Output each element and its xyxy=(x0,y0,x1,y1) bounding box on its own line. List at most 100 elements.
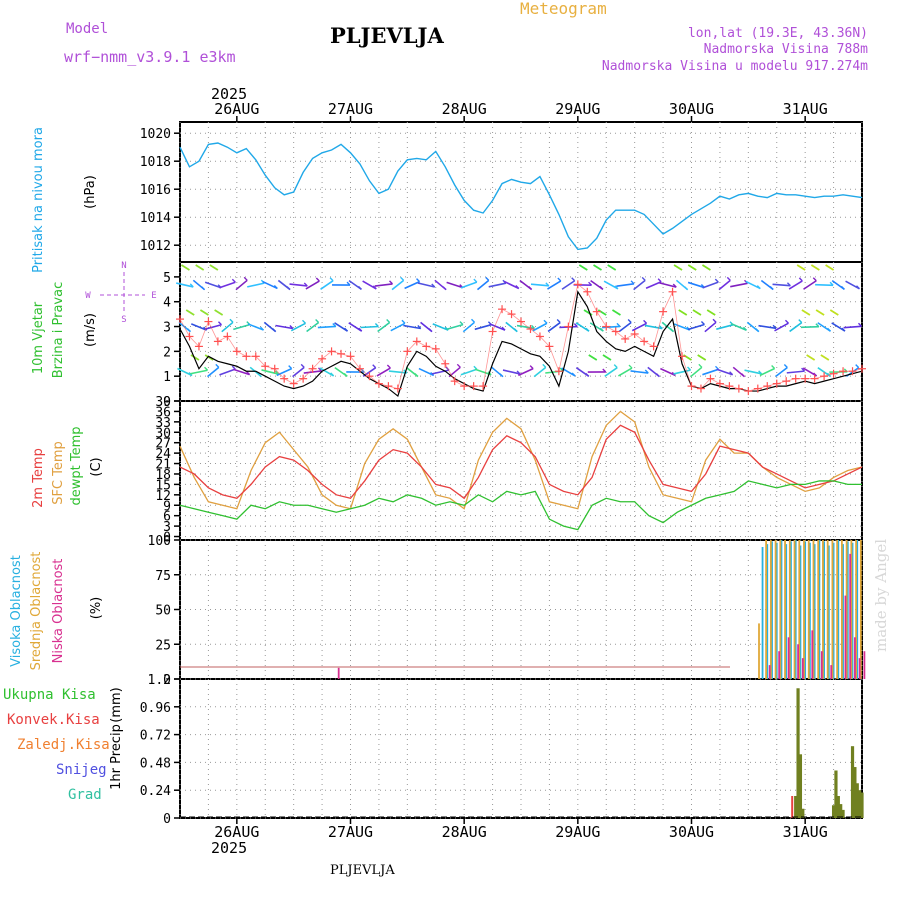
wind-arrow-head xyxy=(786,282,791,287)
cloud-ylabel-1: Visoka Oblacnost xyxy=(9,555,24,667)
wind-arrow xyxy=(374,283,393,287)
y-tick-label: 1014 xyxy=(140,211,171,226)
wind-arrow-head xyxy=(389,280,394,285)
y-tick-label: 15 xyxy=(155,478,171,493)
wind-arrow-head xyxy=(658,325,663,330)
wind-arrow-head xyxy=(714,365,719,370)
y-tick-label: 33 xyxy=(155,416,171,431)
x-tick-label-top: 28AUG xyxy=(442,100,487,118)
convective-precip-bar xyxy=(791,795,794,818)
compass-west: W xyxy=(85,291,91,301)
cloud-ylabel-3: Niska Oblacnost xyxy=(51,559,66,664)
wind-arrow-head xyxy=(317,367,322,372)
wind-arrow xyxy=(474,368,492,376)
legend-total-rain: Ukupna Kisa xyxy=(3,687,96,703)
gust-line xyxy=(179,283,863,392)
wind-arrow-strong xyxy=(190,354,200,361)
wind-arrow-head xyxy=(543,319,548,324)
wind-arrow-head xyxy=(501,326,506,331)
precip-bar xyxy=(831,805,836,818)
wind-arrow-head xyxy=(700,321,705,326)
wind-arrow xyxy=(320,280,334,290)
wind-arrow xyxy=(446,323,464,331)
wind-arrow-head xyxy=(428,328,433,333)
wind-arrow xyxy=(633,279,646,291)
axis-layer: 1012101410161018102001234503691215182124… xyxy=(140,100,828,841)
wind-arrow-head xyxy=(215,363,220,368)
y-tick-label: 1 xyxy=(163,370,171,385)
wind-arrow-head xyxy=(456,363,461,368)
wind-arrow xyxy=(645,280,662,290)
elevation-info: Nadmorska Visina 788m xyxy=(704,42,869,57)
wind-arrow xyxy=(418,367,434,377)
wind-arrow-strong xyxy=(806,354,816,361)
compass-south: S xyxy=(121,315,126,325)
y-tick-label: 0 xyxy=(163,531,171,546)
mark-layer xyxy=(176,142,866,818)
wind-arrow-strong xyxy=(607,264,617,271)
wind-arrow xyxy=(377,321,391,333)
wind-arrow-strong xyxy=(701,264,711,271)
precip-bar xyxy=(855,783,859,818)
wind-arrow xyxy=(631,322,647,332)
wind-arrow-strong xyxy=(602,354,612,361)
y-tick-label: 0.96 xyxy=(140,701,171,716)
wind-arrow-head xyxy=(769,286,774,291)
wind-arrow xyxy=(618,367,633,377)
x-tick-label-top: 31AUG xyxy=(783,100,828,118)
wind-arrow-head xyxy=(315,277,320,282)
wind-arrow-strong xyxy=(825,264,835,271)
wind-arrow-head xyxy=(332,322,337,327)
legend-snow: Snijeg xyxy=(56,762,107,778)
wind-arrow-head xyxy=(289,325,294,329)
wind-arrow xyxy=(190,369,208,375)
wind-arrow-head xyxy=(588,281,593,286)
wind-arrow xyxy=(644,324,663,330)
wind-arrow xyxy=(431,369,450,375)
wind-arrow xyxy=(673,369,691,375)
wind-arrow-head xyxy=(613,364,618,369)
wind-arrow-head xyxy=(374,323,379,327)
wind-arrow-head xyxy=(231,365,236,370)
wind-arrow xyxy=(547,321,561,333)
x-tick-label-top: 26AUG xyxy=(214,100,259,118)
wind-arrow-head xyxy=(755,328,760,333)
wind-arrow xyxy=(417,282,435,288)
wind-arrow-head xyxy=(273,284,278,289)
wind-arrow-head xyxy=(329,277,334,282)
wind-arrow-head xyxy=(643,319,648,324)
wind-arrow-strong xyxy=(588,354,598,361)
wind-arrow xyxy=(233,323,251,331)
wind-arrow-head xyxy=(330,372,335,377)
model-name: wrf−nmm_v3.9.1 e3km xyxy=(64,48,236,66)
y-tick-label: 0.24 xyxy=(140,784,171,799)
precip-bar xyxy=(796,688,800,818)
pressure-ylabel: Pritisak na nivou mora xyxy=(31,127,46,273)
wind-arrow-head xyxy=(571,277,576,282)
wind-arrow-head xyxy=(602,368,607,373)
wind-arrow xyxy=(687,281,705,289)
wind-arrow xyxy=(204,281,222,289)
wind-arrow xyxy=(247,282,265,288)
compass-east: E xyxy=(151,291,156,301)
wind-arrow-strong xyxy=(687,264,697,271)
wind-arrow xyxy=(317,325,336,329)
wind-arrow xyxy=(789,321,803,333)
wind-arrow-head xyxy=(286,286,291,291)
pressure-line xyxy=(179,142,863,251)
wind-arrow-head xyxy=(542,363,547,368)
wind-arrow xyxy=(775,366,788,378)
y-tick-label: 4 xyxy=(163,296,171,311)
wind-arrow-head xyxy=(372,285,377,290)
legend-freezing-rain: Zaledj.Kisa xyxy=(17,737,110,753)
wind-direction-arrows xyxy=(176,264,862,378)
wind-arrow xyxy=(306,321,320,333)
wind-arrow xyxy=(219,281,236,289)
wind-arrow-head xyxy=(401,319,406,324)
wind-arrow-head xyxy=(243,276,248,281)
wind-arrow-strong xyxy=(692,309,702,316)
y-tick-label: 12 xyxy=(155,489,171,504)
model-elevation-info: Nadmorska Visina u modelu 917.274m xyxy=(602,59,868,74)
x-tick-label-top: 30AUG xyxy=(669,100,714,118)
